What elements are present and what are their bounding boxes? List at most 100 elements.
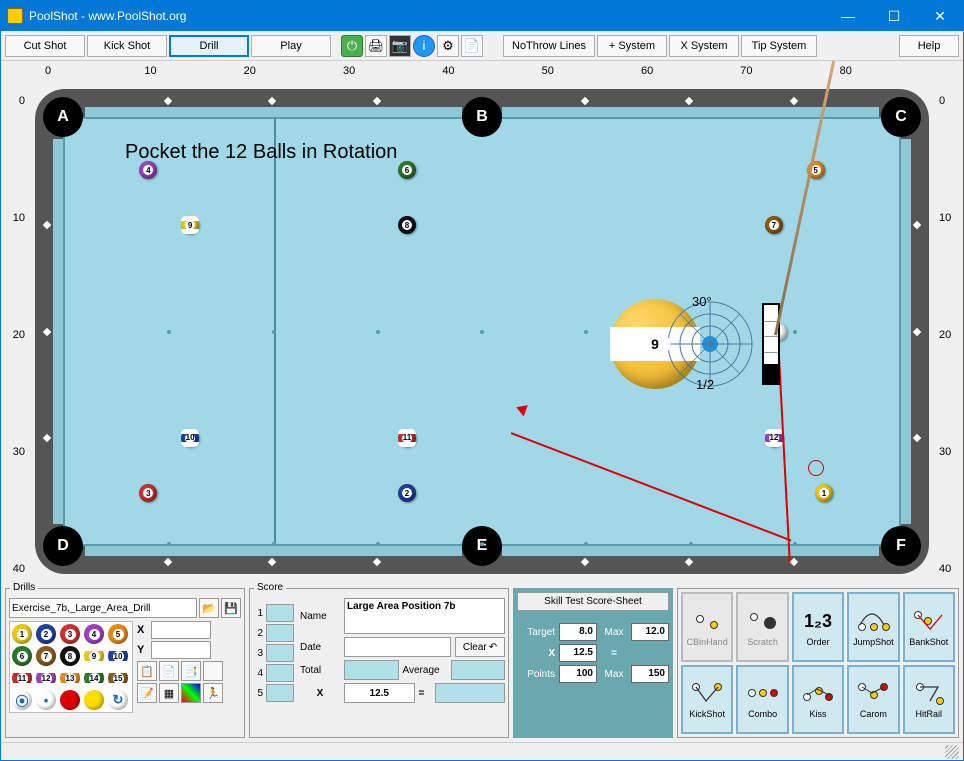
palette-ball-7[interactable]: 7 xyxy=(36,646,56,666)
ball-11[interactable]: 11 xyxy=(398,429,416,447)
note-icon[interactable]: 📝 xyxy=(137,683,157,703)
ball-12[interactable]: 12 xyxy=(765,429,783,447)
palette-ball-1[interactable]: 1 xyxy=(12,624,32,644)
run-icon[interactable]: 🏃 xyxy=(203,683,223,703)
name-input[interactable]: Large Area Position 7b xyxy=(344,598,505,634)
bankshot-button[interactable]: BankShot xyxy=(903,592,955,662)
palette-extra-4[interactable]: ↻ xyxy=(108,690,128,710)
palette-ball-5[interactable]: 5 xyxy=(108,624,128,644)
tip-system-button[interactable]: Tip System xyxy=(741,35,817,57)
gear-icon[interactable]: ⚙ xyxy=(437,35,459,57)
ball-7[interactable]: 7 xyxy=(765,216,783,234)
ball-8[interactable]: 8 xyxy=(398,216,416,234)
target-value: 8.0 xyxy=(559,623,597,641)
palette-ball-12[interactable]: 12 xyxy=(36,668,56,688)
aim-circle[interactable] xyxy=(665,299,755,389)
palette-ball-15[interactable]: 15 xyxy=(108,668,128,688)
ruler-tick: 20 xyxy=(939,329,959,341)
clear-button[interactable]: Clear↶ xyxy=(455,637,505,657)
ball-4[interactable]: 4 xyxy=(139,161,157,179)
play-button[interactable]: Play xyxy=(251,35,331,57)
kick-shot-button[interactable]: Kick Shot xyxy=(87,35,167,57)
cbinhand-button[interactable]: CBinHand xyxy=(681,592,733,662)
y-input[interactable] xyxy=(151,641,211,659)
carom-button[interactable]: Carom xyxy=(847,665,899,735)
color-icon[interactable] xyxy=(181,683,201,703)
palette-extra-3[interactable] xyxy=(84,690,104,710)
cue-stick[interactable] xyxy=(774,61,835,336)
pool-table[interactable]: A B C D E F Pocket the 12 Balls in Rotat… xyxy=(35,89,929,574)
scratch-button[interactable]: Scratch xyxy=(736,592,788,662)
resize-grip[interactable] xyxy=(945,745,959,759)
order-button[interactable]: 1₂3Order xyxy=(792,592,844,662)
drill-button[interactable]: Drill xyxy=(169,35,249,57)
palette-ball-14[interactable]: 14 xyxy=(84,668,104,688)
felt[interactable]: A B C D E F Pocket the 12 Balls in Rotat… xyxy=(63,117,901,546)
skill-sheet-button[interactable]: Skill Test Score-Sheet xyxy=(517,592,669,611)
palette-ball-9[interactable]: 9 xyxy=(84,646,104,666)
print-icon[interactable]: 🖨 xyxy=(365,35,387,57)
palette-ball-6[interactable]: 6 xyxy=(12,646,32,666)
kiss-button[interactable]: Kiss xyxy=(792,665,844,735)
kickshot-button[interactable]: KickShot xyxy=(681,665,733,735)
ball-9[interactable]: 9 xyxy=(181,216,199,234)
ruler-tick: 20 xyxy=(5,329,25,341)
grid-icon[interactable]: ▦ xyxy=(159,683,179,703)
save-icon[interactable]: 💾 xyxy=(221,598,241,618)
plus-system-button[interactable]: + System xyxy=(597,35,667,57)
max-label: Max xyxy=(601,627,627,638)
nothrow-button[interactable]: NoThrow Lines xyxy=(503,35,595,57)
diamond xyxy=(268,558,276,566)
score-input-2[interactable] xyxy=(266,624,294,642)
blank-icon[interactable] xyxy=(203,661,223,681)
score-input-3[interactable] xyxy=(266,644,294,662)
x-system-button[interactable]: X System xyxy=(669,35,739,57)
palette-ball-3[interactable]: 3 xyxy=(60,624,80,644)
combo-button[interactable]: Combo xyxy=(736,665,788,735)
x-input[interactable] xyxy=(151,621,211,639)
total-value xyxy=(344,660,399,680)
palette-ball-11[interactable]: 11 xyxy=(12,668,32,688)
drill-name-input[interactable] xyxy=(9,598,197,618)
multiplier-input[interactable] xyxy=(344,683,415,703)
palette-ball-8[interactable]: 8 xyxy=(60,646,80,666)
minimize-button[interactable]: — xyxy=(825,1,871,31)
palette-ball-13[interactable]: 13 xyxy=(60,668,80,688)
ball-10[interactable]: 10 xyxy=(181,429,199,447)
date-label: Date xyxy=(300,642,340,653)
open-icon[interactable]: 📂 xyxy=(199,598,219,618)
camera-icon[interactable]: 📷 xyxy=(389,35,411,57)
palette-extra-0[interactable]: ⦿ xyxy=(12,690,32,710)
score-input-1[interactable] xyxy=(266,604,294,622)
clipboard-icon[interactable]: 📋 xyxy=(137,661,157,681)
arrow-icon xyxy=(515,401,529,416)
palette-ball-4[interactable]: 4 xyxy=(84,624,104,644)
jumpshot-button[interactable]: JumpShot xyxy=(847,592,899,662)
x-value: 12.5 xyxy=(559,644,597,662)
palette-extra-2[interactable] xyxy=(60,690,80,710)
aim-diagram[interactable]: 9 30° 1/2 xyxy=(610,299,700,389)
diamond xyxy=(43,221,51,229)
ball-2[interactable]: 2 xyxy=(398,484,416,502)
palette-extra-1[interactable]: • xyxy=(36,690,56,710)
ball-1[interactable]: 1 xyxy=(815,484,833,502)
maximize-button[interactable]: ☐ xyxy=(871,1,917,31)
grid-dot xyxy=(793,330,797,334)
date-input[interactable] xyxy=(344,637,451,657)
document-icon[interactable]: 📄 xyxy=(461,35,483,57)
score-input-4[interactable] xyxy=(266,664,294,682)
close-button[interactable]: ✕ xyxy=(917,1,963,31)
info-icon[interactable]: i xyxy=(413,35,435,57)
palette-ball-10[interactable]: 10 xyxy=(108,646,128,666)
ball-6[interactable]: 6 xyxy=(398,161,416,179)
score-input-5[interactable] xyxy=(266,684,294,702)
paste-icon[interactable]: 📄 xyxy=(159,661,179,681)
cut-shot-button[interactable]: Cut Shot xyxy=(5,35,85,57)
list-icon[interactable]: 📑 xyxy=(181,661,201,681)
help-button[interactable]: Help xyxy=(899,35,959,57)
power-icon[interactable]: ⏻ xyxy=(341,35,363,57)
drills-panel: Drills 📂 💾 123456789101112131415⦿•↻ X Y … xyxy=(5,588,245,738)
hitrail-button[interactable]: HitRail xyxy=(903,665,955,735)
ball-3[interactable]: 3 xyxy=(139,484,157,502)
palette-ball-2[interactable]: 2 xyxy=(36,624,56,644)
